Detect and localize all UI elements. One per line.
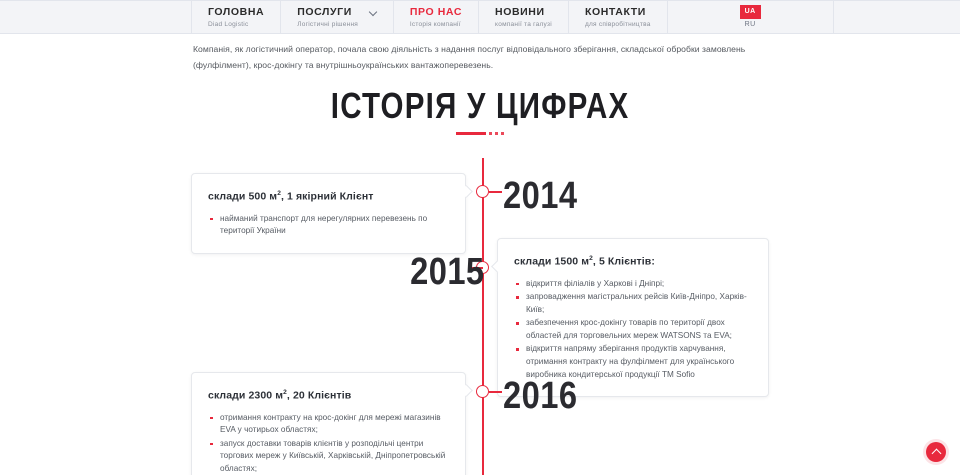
card-pointer-arrow bbox=[459, 384, 473, 397]
nav-title-row-services: ПОСЛУГИ bbox=[297, 6, 377, 19]
timeline-card-2016: склади 2300 м2, 20 Клієнтів отримання ко… bbox=[191, 372, 473, 475]
card-title-suffix: , 20 Клієнтів bbox=[286, 389, 352, 402]
nav-item-contacts[interactable]: КОНТАКТИ для співробітництва bbox=[569, 1, 668, 33]
timeline-marker-2016 bbox=[476, 385, 489, 398]
timeline-stub-2016 bbox=[489, 391, 502, 393]
page-title: ІСТОРІЯ У ЦИФРАХ bbox=[330, 85, 630, 126]
nav-title-row-contacts: КОНТАКТИ bbox=[585, 6, 651, 19]
deco-dot bbox=[501, 132, 504, 135]
list-item: забезпечення крос-докінгу товарів по тер… bbox=[514, 317, 752, 342]
nav-item-home[interactable]: ГОЛОВНА Diad Logistic bbox=[192, 1, 282, 33]
site-header: ГОЛОВНА Diad Logistic ПОСЛУГИ Логістичні… bbox=[0, 0, 960, 34]
nav-item-about[interactable]: ПРО НАС Історія компанії bbox=[394, 1, 480, 33]
timeline-card-title-2015: склади 1500 м2, 5 Клієнтів: bbox=[514, 252, 752, 269]
timeline-year-2015: 2015 bbox=[410, 251, 485, 293]
deco-dot bbox=[495, 132, 498, 135]
list-item: запровадження магістральних рейсів Київ-… bbox=[514, 291, 752, 316]
timeline-card-title-2014: склади 500 м2, 1 якірний Клієнт bbox=[208, 187, 449, 204]
card-title-prefix: склади 500 м bbox=[208, 190, 278, 203]
main-navigation: ГОЛОВНА Diad Logistic ПОСЛУГИ Логістичні… bbox=[192, 1, 668, 33]
deco-line bbox=[456, 132, 486, 135]
section-title-block: ІСТОРІЯ У ЦИФРАХ bbox=[0, 86, 960, 135]
card-title-suffix: , 1 якірний Клієнт bbox=[280, 190, 374, 203]
timeline-card-bullets-2016: отримання контракту на крос-докінг для м… bbox=[208, 412, 449, 475]
timeline-stub-2015 bbox=[470, 267, 483, 269]
card-title-superscript: 2 bbox=[283, 389, 287, 396]
nav-subtitle-news: компанії та галузі bbox=[495, 20, 552, 28]
header-logo-area bbox=[0, 1, 192, 33]
nav-label-about: ПРО НАС bbox=[409, 5, 463, 18]
list-item: відкриття напряму зберігання продуктів х… bbox=[514, 343, 752, 381]
nav-title-row-home: ГОЛОВНА bbox=[208, 6, 264, 19]
nav-item-news[interactable]: НОВИНИ компанії та галузі bbox=[479, 1, 569, 33]
nav-label-contacts: КОНТАКТИ bbox=[584, 5, 646, 18]
language-option-ru[interactable]: RU bbox=[744, 21, 756, 28]
card-title-superscript: 2 bbox=[589, 255, 593, 262]
card-title-prefix: склади 1500 м bbox=[514, 255, 590, 268]
nav-label-news: НОВИНИ bbox=[495, 5, 545, 18]
nav-subtitle-services: Логістичні рішення bbox=[297, 20, 359, 28]
card-title-prefix: склади 2300 м bbox=[208, 389, 284, 402]
nav-label-services: ПОСЛУГИ bbox=[297, 5, 352, 18]
language-option-ua[interactable]: UA bbox=[739, 5, 761, 19]
nav-subtitle-home: Diad Logistic bbox=[208, 20, 249, 28]
nav-subtitle-contacts: для співробітництва bbox=[584, 20, 651, 28]
card-pointer-arrow bbox=[490, 260, 504, 273]
chevron-down-icon[interactable] bbox=[370, 9, 377, 16]
list-item: відкриття філіалів у Харкові і Дніпрі; bbox=[514, 278, 752, 291]
card-pointer-arrow bbox=[459, 185, 473, 198]
scroll-to-top-button[interactable] bbox=[926, 442, 946, 462]
list-item: отримання контракту на крос-докінг для м… bbox=[208, 412, 449, 437]
timeline-marker-2014 bbox=[476, 185, 489, 198]
card-title-superscript: 2 bbox=[277, 190, 281, 197]
timeline-card-2015: склади 1500 м2, 5 Клієнтів: відкриття фі… bbox=[490, 238, 769, 398]
intro-paragraph: Компанія, як логістичний оператор, почал… bbox=[193, 44, 746, 70]
deco-dot bbox=[489, 132, 492, 135]
nav-item-services[interactable]: ПОСЛУГИ Логістичні рішення bbox=[281, 1, 394, 33]
nav-subtitle-about: Історія компанії bbox=[409, 20, 461, 28]
nav-label-home: ГОЛОВНА bbox=[208, 5, 265, 18]
list-item: запуск доставки товарів клієнтів у розпо… bbox=[208, 438, 449, 475]
language-switcher: UA RU bbox=[668, 1, 834, 33]
list-item: найманий транспорт для нерегулярних пере… bbox=[208, 213, 449, 238]
timeline-card-bullets-2014: найманий транспорт для нерегулярних пере… bbox=[208, 213, 449, 238]
timeline-year-2016: 2016 bbox=[503, 375, 578, 417]
title-underline-decoration bbox=[0, 132, 960, 135]
timeline-card-title-2016: склади 2300 м2, 20 Клієнтів bbox=[208, 386, 449, 403]
timeline-card-bullets-2015: відкриття філіалів у Харкові і Дніпрі; з… bbox=[514, 278, 752, 382]
nav-title-row-about: ПРО НАС bbox=[410, 6, 462, 19]
timeline-axis bbox=[482, 158, 484, 475]
timeline-year-2014: 2014 bbox=[503, 175, 578, 217]
timeline-stub-2014 bbox=[489, 191, 502, 193]
card-title-suffix: , 5 Клієнтів: bbox=[592, 255, 655, 268]
timeline-card-2014: склади 500 м2, 1 якірний Клієнт найманий… bbox=[191, 173, 473, 254]
nav-title-row-news: НОВИНИ bbox=[495, 6, 552, 19]
